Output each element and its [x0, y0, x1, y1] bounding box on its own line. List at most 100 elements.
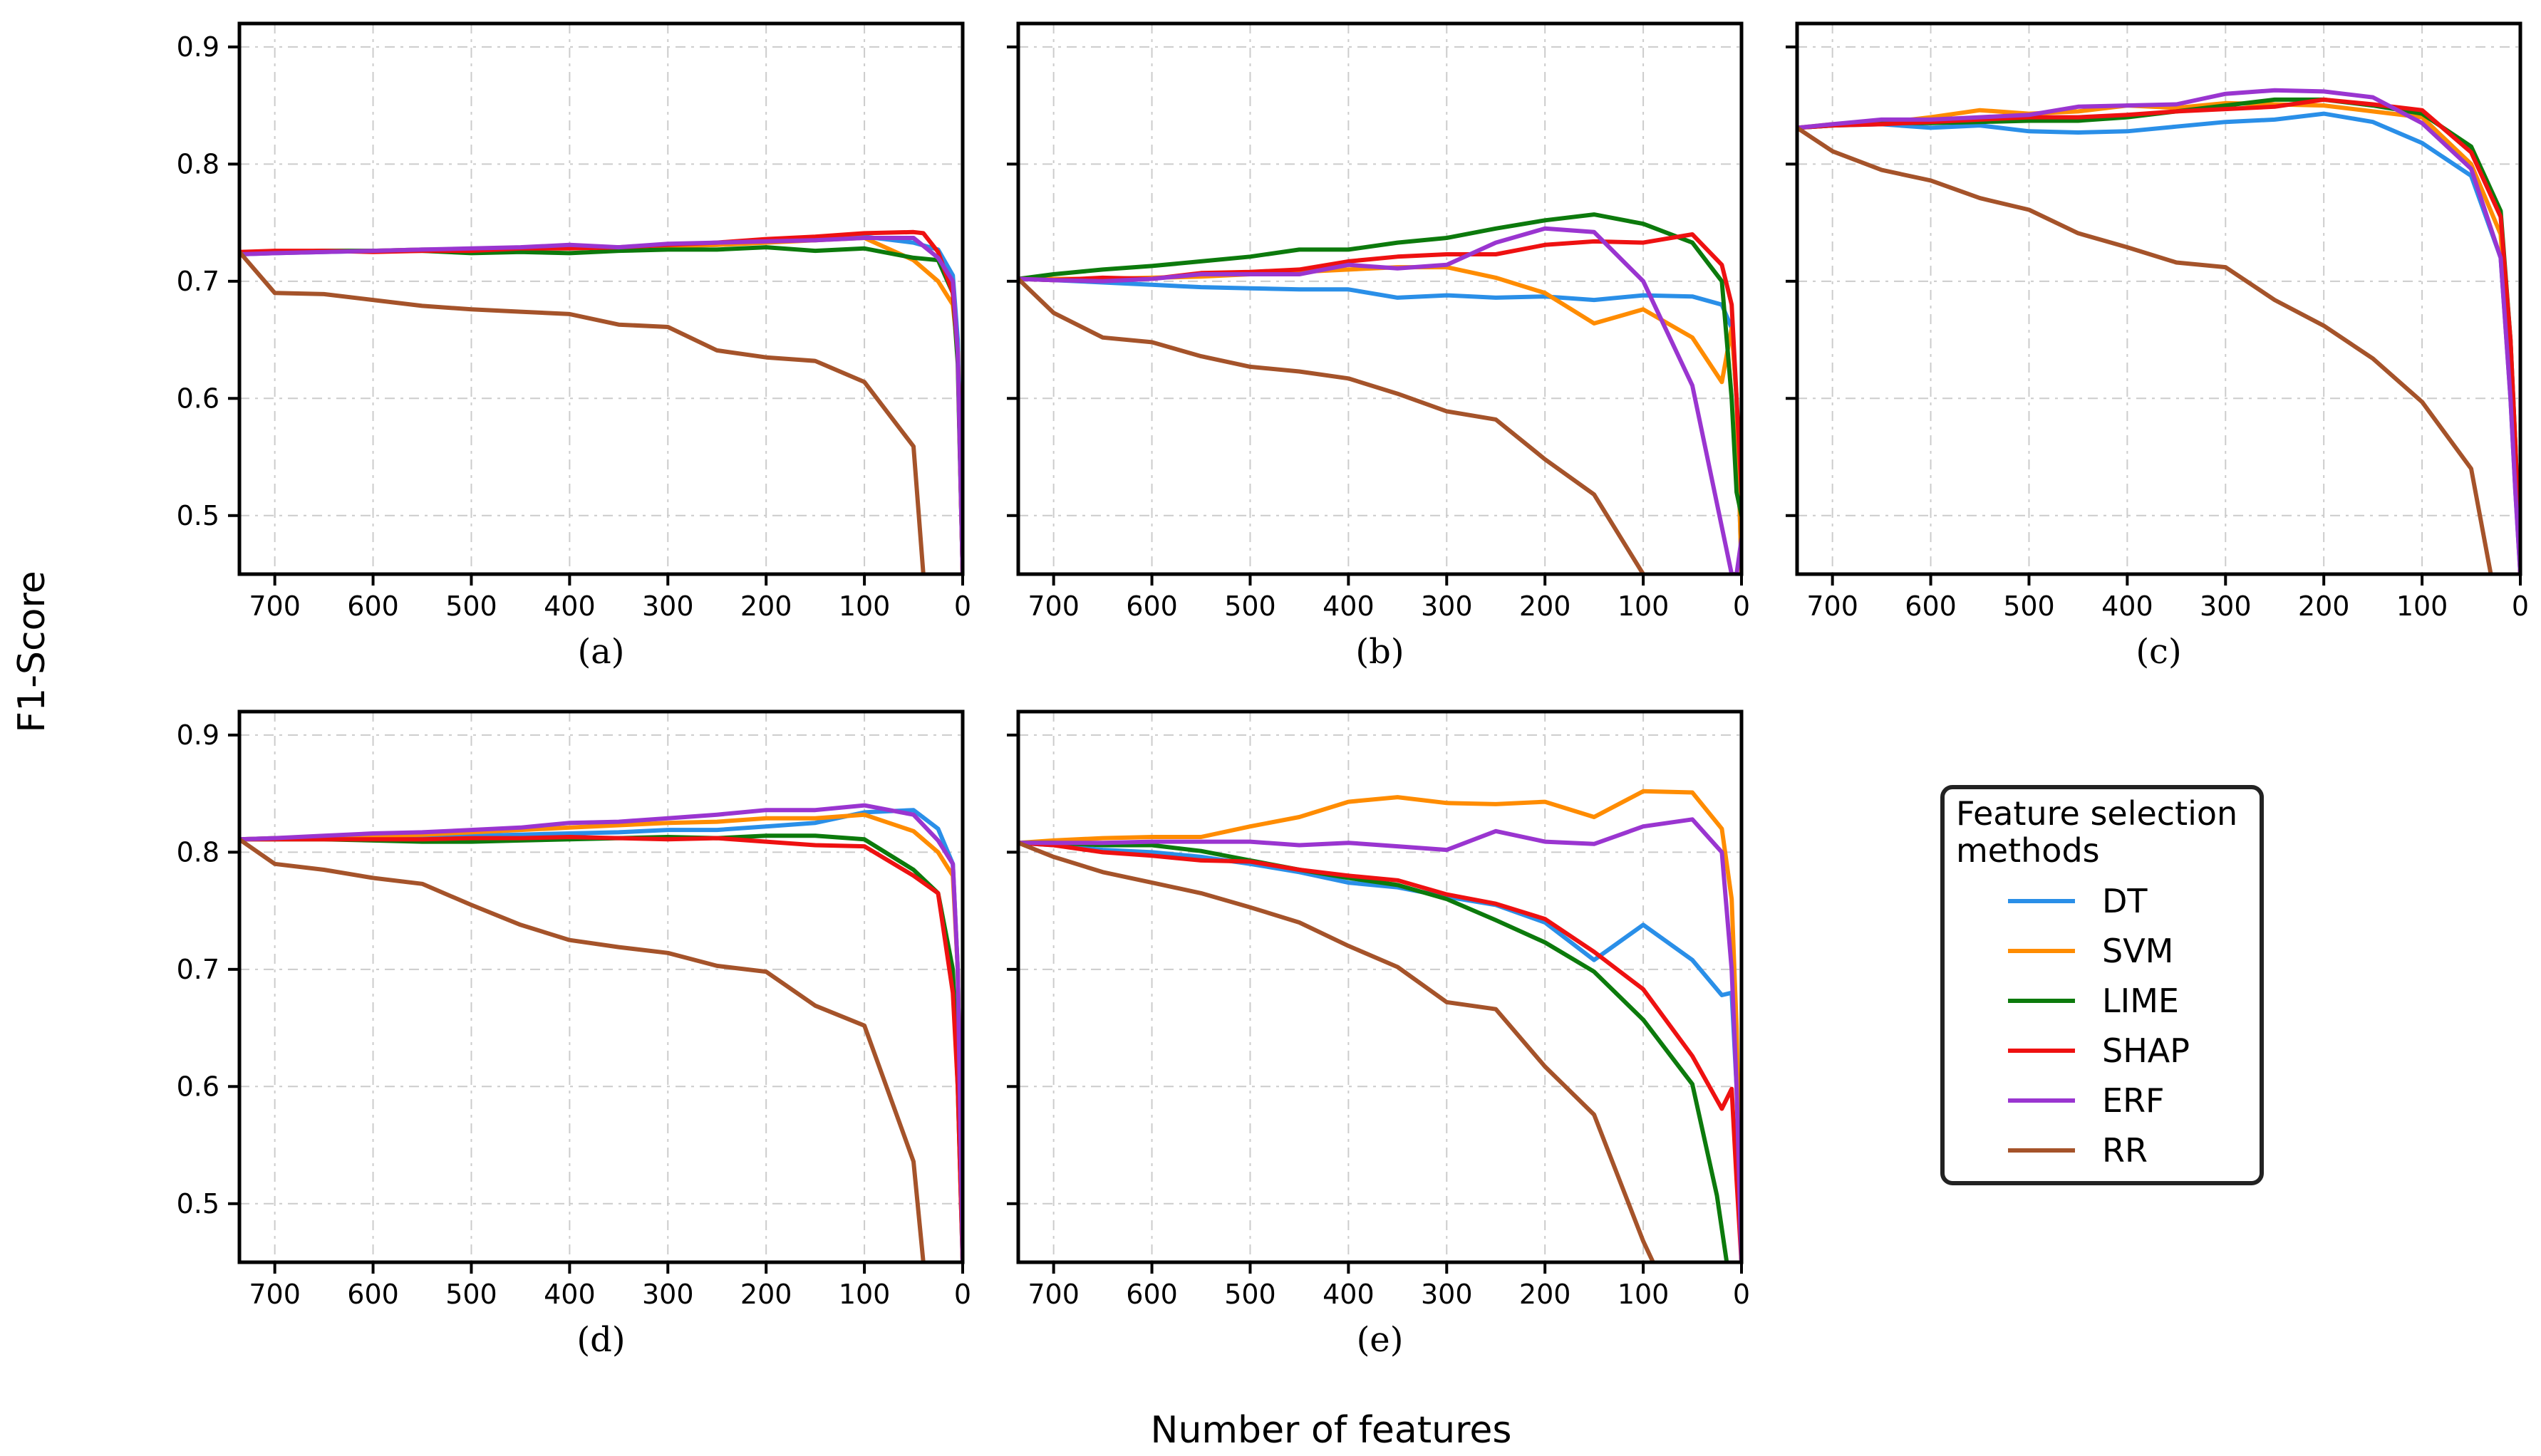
legend-label: SVM — [2102, 932, 2173, 970]
legend-item-svm: SVM — [2008, 932, 2173, 970]
panel-e-x-tick-label: 100 — [1618, 1279, 1670, 1310]
panel-b-frame — [1016, 21, 1744, 576]
panel-d-y-tick-label: 0.6 — [177, 1071, 219, 1102]
panel-b-line-lime — [1018, 212, 1742, 518]
panel-c-line-lime — [1797, 97, 2520, 574]
legend-item-lime: LIME — [2008, 982, 2179, 1020]
panel-e-line-shap — [1018, 841, 1742, 1262]
panel-d: 700 600 500 400 300 200 100 0 0.9 0.8 0.7 0.6 0.5 (d) — [177, 709, 971, 1360]
y-axis-title: F1-Score — [11, 571, 53, 732]
legend-frame — [1940, 785, 2264, 1185]
panel-d-line-svm — [239, 812, 963, 1262]
panel-c-x-tick-label: 200 — [2298, 591, 2350, 622]
panel-d-x-tick-label: 700 — [249, 1279, 301, 1310]
panel-d-x-tick-label: 400 — [544, 1279, 596, 1310]
panel-a-line-svm — [239, 236, 963, 574]
panel-e-line-rr — [1018, 841, 1655, 1262]
panel-d-x-tick-label: 0 — [954, 1279, 971, 1310]
legend-label: DT — [2102, 882, 2148, 920]
legend-label: LIME — [2102, 982, 2179, 1020]
panel-b-line-rr — [1018, 276, 1646, 574]
panel-b-line-erf — [1018, 226, 1742, 574]
legend-title-line-2: methods — [1956, 831, 2100, 870]
panel-c-label: (c) — [2136, 632, 2181, 672]
panel-e: 700 600 500 400 300 200 100 0 (e) — [1007, 709, 1750, 1360]
panel-d-line-shap — [239, 835, 963, 1262]
panel-d-line-lime — [239, 833, 963, 1262]
panel-a-x-tick-label: 200 — [740, 591, 792, 622]
panel-d-line-dt — [239, 808, 963, 1262]
panel-d-y-tick-label: 0.9 — [177, 719, 219, 751]
panel-d-x-tick-label: 600 — [347, 1279, 399, 1310]
panel-d-y-tick-label: 0.5 — [177, 1188, 219, 1220]
panel-a-x-tick-label: 400 — [544, 591, 596, 622]
panel-b-x-tick-label: 700 — [1028, 591, 1080, 622]
panel-c-x-tick-label: 500 — [2003, 591, 2055, 622]
panel-a-y-tick-label: 0.5 — [177, 500, 219, 531]
panel-e-x-tick-label: 200 — [1519, 1279, 1571, 1310]
panel-d-x-tick-label: 100 — [839, 1279, 891, 1310]
panel-e-line-erf — [1018, 817, 1742, 1262]
panel-b-series — [1018, 212, 1742, 574]
panel-a-x-tick-label: 600 — [347, 591, 399, 622]
panel-a-line-shap — [239, 229, 963, 574]
panel-c-line-rr — [1797, 125, 2493, 574]
panel-e-series — [1018, 789, 1742, 1262]
panel-e-label: (e) — [1357, 1320, 1404, 1360]
panel-a: 700 600 500 400 300 200 100 0 0.9 0.8 0.7 0.6 0.5 (a) — [177, 21, 971, 672]
panel-a-x-tick-label: 500 — [445, 591, 497, 622]
panel-c-x-tick-label: 600 — [1905, 591, 1957, 622]
panel-c-series — [1797, 88, 2520, 574]
panel-d-series — [239, 803, 963, 1262]
panel-d-label: (d) — [576, 1320, 625, 1360]
panel-d-x-tick-label: 500 — [445, 1279, 497, 1310]
panel-e-x-tick-label: 500 — [1224, 1279, 1276, 1310]
panel-e-line-svm — [1018, 789, 1742, 1262]
panel-a-frame — [237, 21, 965, 576]
panel-c-line-shap — [1797, 97, 2520, 574]
legend: Feature selection methods DT SVM LIME SHAP E… — [1940, 785, 2264, 1185]
panel-c-x-tick-label: 0 — [2512, 591, 2529, 622]
panel-c: 700 600 500 400 300 200 100 0 (c) — [1786, 21, 2529, 672]
panel-e-line-dt — [1018, 841, 1742, 1262]
panel-b-x-tick-label: 100 — [1618, 591, 1670, 622]
panel-a-line-dt — [239, 234, 963, 574]
legend-entries: DT SVM LIME SHAP ERF RR — [2008, 882, 2190, 1170]
panel-e-line-lime — [1018, 841, 1729, 1262]
panel-c-x-tick-label: 400 — [2101, 591, 2153, 622]
panel-c-x-tick-label: 100 — [2396, 591, 2448, 622]
panel-b-x-tick-label: 400 — [1323, 591, 1375, 622]
panel-e-frame — [1016, 709, 1744, 1264]
panel-a-x-tick-label: 700 — [249, 591, 301, 622]
panel-b-x-tick-label: 500 — [1224, 591, 1276, 622]
legend-item-shap: SHAP — [2008, 1031, 2190, 1070]
panel-a-x-tick-label: 300 — [642, 591, 694, 622]
panel-b-x-tick-label: 0 — [1733, 591, 1750, 622]
legend-item-dt: DT — [2008, 882, 2148, 920]
panel-d-grid — [239, 712, 963, 1262]
panel-e-x-tick-label: 700 — [1028, 1279, 1080, 1310]
legend-label: ERF — [2102, 1081, 2165, 1120]
panel-b-line-svm — [1018, 265, 1742, 574]
legend-title-line-1: Feature selection — [1956, 794, 2237, 833]
panel-a-label: (a) — [577, 632, 624, 672]
panel-d-frame — [237, 709, 965, 1264]
panel-b-x-tick-label: 200 — [1519, 591, 1571, 622]
panel-e-x-tick-label: 0 — [1733, 1279, 1750, 1310]
panel-d-line-erf — [239, 803, 963, 1262]
panel-b-x-tick-label: 300 — [1421, 591, 1473, 622]
panels-container: 700 600 500 400 300 200 100 0 0.9 0.8 0.7 0.6 0.5 (a)… — [177, 21, 2529, 1360]
panel-c-x-tick-label: 700 — [1806, 591, 1858, 622]
panel-a-y-tick-label: 0.6 — [177, 383, 219, 414]
panel-d-line-rr — [239, 837, 926, 1262]
panel-c-frame — [1795, 21, 2522, 576]
panel-c-line-dt — [1797, 111, 2520, 574]
panel-b-line-dt — [1018, 276, 1742, 574]
panel-b-grid — [1018, 24, 1742, 574]
panel-a-y-tick-label: 0.8 — [177, 148, 219, 180]
panel-b: 700 600 500 400 300 200 100 0 (b) — [1007, 21, 1750, 672]
panel-a-x-tick-label: 0 — [954, 591, 971, 622]
panel-b-x-tick-label: 600 — [1126, 591, 1178, 622]
legend-label: SHAP — [2102, 1031, 2190, 1070]
